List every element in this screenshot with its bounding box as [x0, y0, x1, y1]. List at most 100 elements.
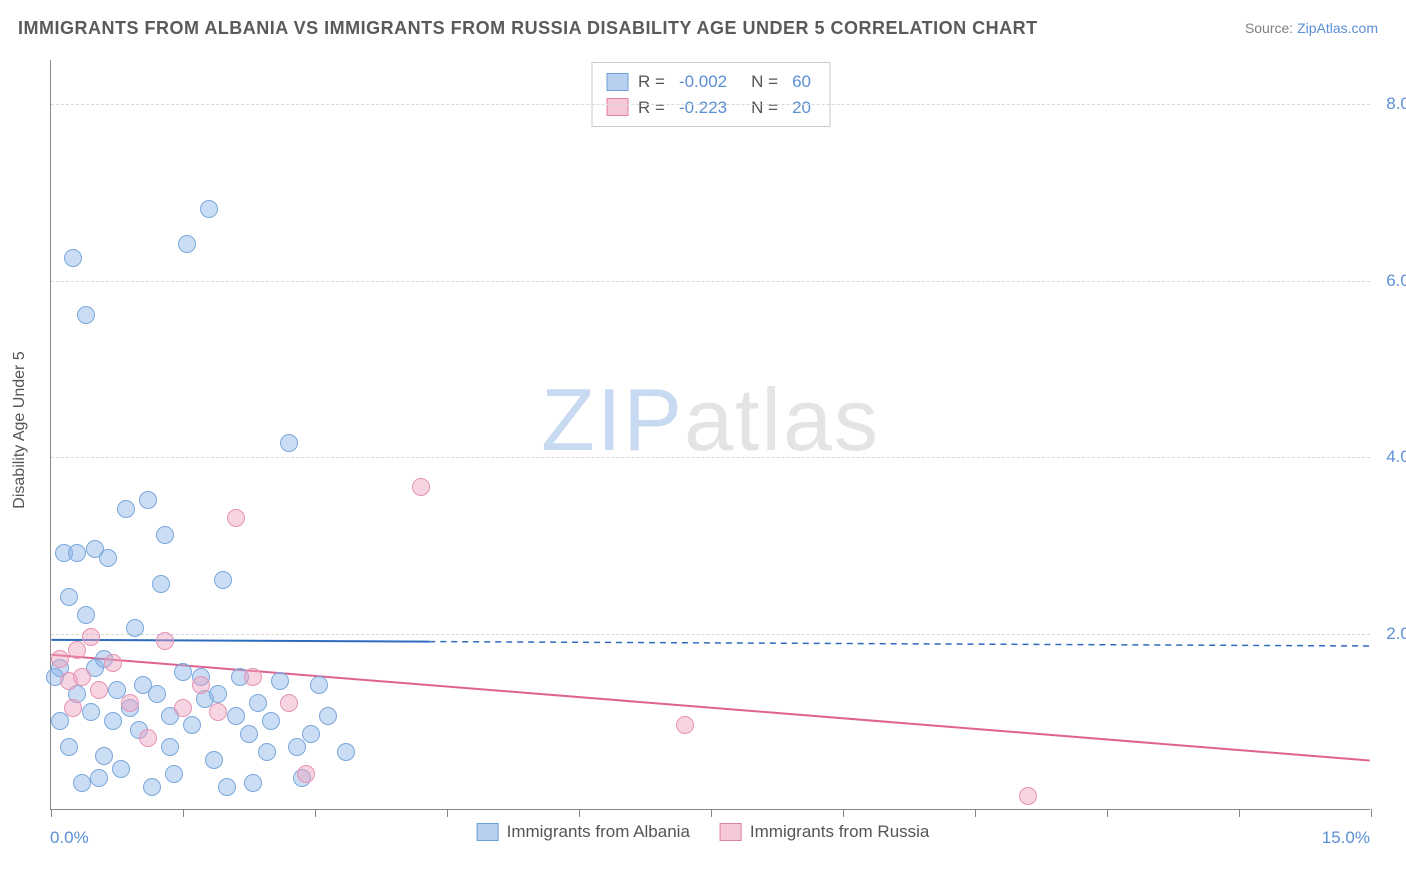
x-tick	[315, 809, 316, 817]
y-axis-title: Disability Age Under 5	[11, 351, 29, 508]
x-tick	[975, 809, 976, 817]
data-point-albania	[139, 491, 157, 509]
watermark: ZIPatlas	[541, 369, 880, 471]
data-point-albania	[82, 703, 100, 721]
data-point-albania	[165, 765, 183, 783]
x-tick	[447, 809, 448, 817]
legend-row-russia: R = -0.223 N = 20	[606, 95, 815, 121]
legend-series: Immigrants from Albania Immigrants from R…	[477, 822, 930, 842]
data-point-albania	[148, 685, 166, 703]
source-link[interactable]: ZipAtlas.com	[1297, 20, 1378, 36]
data-point-albania	[310, 676, 328, 694]
data-point-albania	[117, 500, 135, 518]
data-point-russia	[192, 676, 210, 694]
data-point-albania	[258, 743, 276, 761]
data-point-albania	[227, 707, 245, 725]
data-point-albania	[90, 769, 108, 787]
grid-line	[51, 281, 1370, 282]
data-point-russia	[82, 628, 100, 646]
data-point-albania	[280, 434, 298, 452]
data-point-russia	[676, 716, 694, 734]
plot-area: ZIPatlas R =-0.002N =60R =-0.223N =20 2.…	[50, 60, 1370, 810]
data-point-albania	[77, 606, 95, 624]
legend-swatch-albania	[606, 73, 628, 91]
legend-correlation: R = -0.002 N = 60R = -0.223 N = 20	[591, 62, 830, 127]
data-point-albania	[104, 712, 122, 730]
legend-N-value: 60	[792, 69, 811, 95]
data-point-albania	[156, 526, 174, 544]
legend-N-label: N =	[751, 69, 778, 95]
legend-N-value: 20	[792, 95, 811, 121]
data-point-russia	[51, 650, 69, 668]
data-point-russia	[244, 668, 262, 686]
source-attribution: Source: ZipAtlas.com	[1245, 20, 1378, 36]
legend-swatch-russia	[606, 98, 628, 116]
data-point-albania	[271, 672, 289, 690]
x-tick	[1107, 809, 1108, 817]
legend-label: Immigrants from Russia	[750, 822, 929, 842]
data-point-albania	[143, 778, 161, 796]
data-point-albania	[60, 738, 78, 756]
trend-lines	[51, 60, 1370, 809]
watermark-zip: ZIP	[541, 370, 684, 469]
data-point-albania	[183, 716, 201, 734]
legend-item-russia: Immigrants from Russia	[720, 822, 929, 842]
data-point-albania	[240, 725, 258, 743]
legend-swatch-albania	[477, 823, 499, 841]
x-tick	[51, 809, 52, 817]
x-axis-max-label: 15.0%	[1322, 828, 1370, 848]
data-point-russia	[227, 509, 245, 527]
data-point-albania	[60, 588, 78, 606]
data-point-russia	[156, 632, 174, 650]
data-point-albania	[174, 663, 192, 681]
legend-item-albania: Immigrants from Albania	[477, 822, 690, 842]
legend-R-value: -0.002	[679, 69, 727, 95]
y-tick-label: 6.0%	[1386, 271, 1406, 291]
data-point-albania	[302, 725, 320, 743]
x-tick	[1371, 809, 1372, 817]
data-point-albania	[218, 778, 236, 796]
grid-line	[51, 457, 1370, 458]
trend-line-dashed-albania	[429, 642, 1369, 646]
trend-line-albania	[51, 640, 429, 642]
legend-N-label: N =	[751, 95, 778, 121]
x-tick	[1239, 809, 1240, 817]
legend-R-label: R =	[638, 95, 665, 121]
data-point-russia	[73, 668, 91, 686]
data-point-albania	[249, 694, 267, 712]
data-point-albania	[288, 738, 306, 756]
legend-R-value: -0.223	[679, 95, 727, 121]
data-point-russia	[280, 694, 298, 712]
data-point-albania	[262, 712, 280, 730]
data-point-albania	[214, 571, 232, 589]
data-point-albania	[178, 235, 196, 253]
legend-swatch-russia	[720, 823, 742, 841]
grid-line	[51, 634, 1370, 635]
data-point-russia	[174, 699, 192, 717]
chart-title: IMMIGRANTS FROM ALBANIA VS IMMIGRANTS FR…	[18, 18, 1038, 39]
data-point-albania	[319, 707, 337, 725]
data-point-albania	[51, 712, 69, 730]
data-point-albania	[161, 738, 179, 756]
data-point-russia	[64, 699, 82, 717]
data-point-albania	[152, 575, 170, 593]
x-tick	[579, 809, 580, 817]
data-point-russia	[68, 641, 86, 659]
grid-line	[51, 104, 1370, 105]
data-point-albania	[126, 619, 144, 637]
data-point-russia	[139, 729, 157, 747]
data-point-russia	[412, 478, 430, 496]
data-point-russia	[104, 654, 122, 672]
data-point-albania	[112, 760, 130, 778]
data-point-russia	[1019, 787, 1037, 805]
data-point-albania	[205, 751, 223, 769]
data-point-albania	[209, 685, 227, 703]
data-point-albania	[337, 743, 355, 761]
data-point-russia	[90, 681, 108, 699]
watermark-atlas: atlas	[684, 370, 880, 469]
data-point-russia	[297, 765, 315, 783]
x-tick	[711, 809, 712, 817]
y-tick-label: 4.0%	[1386, 447, 1406, 467]
data-point-russia	[121, 694, 139, 712]
y-tick-label: 8.0%	[1386, 94, 1406, 114]
